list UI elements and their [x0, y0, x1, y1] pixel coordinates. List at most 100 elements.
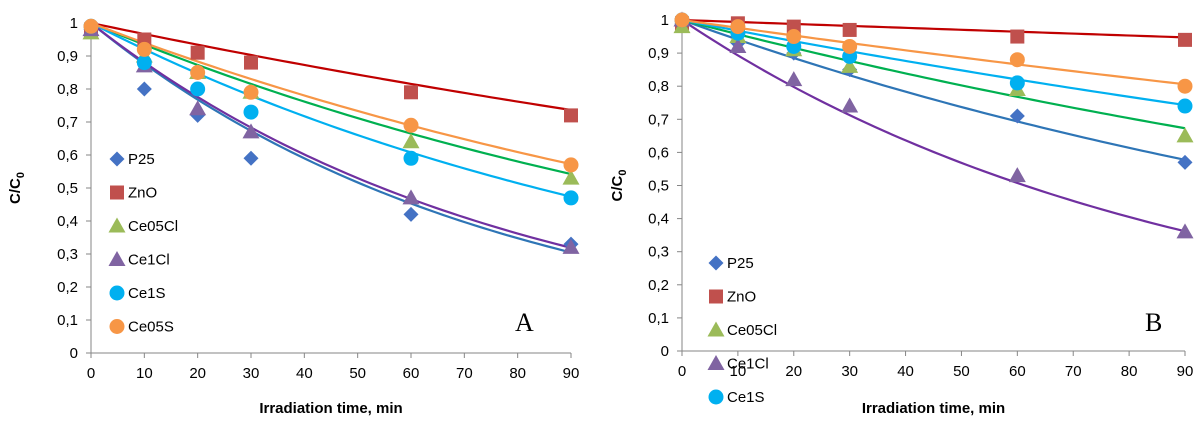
x-axis-title: Irradiation time, min: [862, 400, 1005, 417]
data-point-p25: [1177, 154, 1193, 170]
legend-item-zno: ZnO: [110, 185, 157, 202]
data-point-ce05s: [730, 19, 746, 35]
data-point-ce05cl: [841, 57, 859, 73]
legend-item-ce1cl: Ce1Cl: [108, 251, 170, 269]
legend-marker-ce05s: [109, 319, 125, 334]
legend-label-ce05cl: Ce05Cl: [727, 322, 777, 339]
data-point-ce05s: [786, 29, 802, 45]
data-point-ce1s: [403, 150, 419, 166]
trendline-ce1cl: [681, 19, 1186, 233]
data-point-zno: [244, 55, 258, 70]
legend-label-ce1s: Ce1S: [128, 285, 166, 302]
y-axis-title-main: C/C: [7, 178, 24, 204]
y-tick-label: 0,7: [648, 111, 669, 128]
legend-item-ce05cl: Ce05Cl: [108, 217, 178, 235]
x-tick-label: 40: [897, 363, 914, 380]
x-axis-title: Irradiation time, min: [259, 400, 402, 417]
data-point-ce05s: [190, 65, 206, 80]
y-axis-title-subscript: 0: [617, 170, 629, 176]
data-point-ce1cl: [562, 238, 580, 254]
y-tick-label: 0,5: [648, 178, 669, 195]
legend-marker-zno: [110, 185, 124, 200]
data-point-ce1s: [136, 55, 152, 71]
legend-marker-ce1s: [109, 285, 125, 301]
trendline-ce1s: [90, 22, 572, 198]
y-tick-label: 0,9: [57, 48, 78, 65]
x-tick-label: 80: [509, 365, 526, 382]
legend-item-zno: ZnO: [709, 289, 756, 306]
y-tick-label: 0,1: [648, 310, 669, 327]
legend-item-p25: P25: [708, 255, 754, 272]
data-point-ce05s: [83, 18, 99, 34]
data-point-ce1s: [190, 81, 206, 97]
legend-item-ce05cl: Ce05Cl: [707, 321, 777, 339]
x-tick-label: 50: [349, 365, 366, 382]
legend-label-ce1s: Ce1S: [727, 389, 765, 406]
x-tick-label: 60: [1009, 363, 1026, 380]
legend-marker-zno: [709, 289, 723, 304]
trendline-ce05cl: [90, 21, 572, 176]
data-point-ce05cl: [402, 133, 420, 149]
data-point-ce1cl: [402, 189, 420, 205]
x-tick-label: 40: [296, 365, 313, 382]
data-point-ce05s: [1177, 78, 1193, 94]
chart-panel-a: 0 10 20 30 40 50 60 70 80 9000,10,20,30,40,50,60,…: [7, 15, 580, 417]
x-tick-label: 20: [785, 363, 802, 380]
legend-marker-ce05cl: [108, 217, 126, 233]
panel-label: B: [1145, 308, 1162, 337]
data-point-ce1s: [563, 190, 579, 206]
legend-item-ce1cl: Ce1Cl: [707, 355, 769, 373]
data-point-ce05cl: [1176, 127, 1194, 143]
data-point-ce05s: [674, 12, 690, 28]
legend-label-ce1cl: Ce1Cl: [727, 356, 769, 373]
trendline-zno: [681, 18, 1186, 39]
data-point-ce05cl: [562, 169, 580, 185]
legend-label-ce05cl: Ce05Cl: [128, 218, 178, 235]
data-point-zno: [564, 108, 578, 123]
legend-item-p25: P25: [109, 151, 155, 168]
y-axis-title-subscript: 0: [15, 172, 27, 178]
x-tick-label: 20: [189, 365, 206, 382]
legend-label-p25: P25: [727, 255, 754, 272]
data-point-ce1cl: [242, 123, 260, 139]
legend-item-ce1s: Ce1S: [109, 285, 166, 302]
data-point-ce1s: [243, 104, 259, 120]
trendline-ce05s: [681, 18, 1186, 86]
data-point-zno: [842, 22, 857, 37]
legend-marker-p25: [708, 255, 724, 271]
y-tick-label: 1: [661, 12, 669, 29]
data-point-p25: [136, 81, 152, 97]
data-point-ce1cl: [1176, 223, 1194, 239]
data-point-ce1s: [1009, 75, 1025, 91]
x-tick-label: 70: [1065, 363, 1082, 380]
y-tick-label: 0,4: [648, 211, 669, 228]
y-axis-title-main: C/C: [609, 175, 626, 201]
x-tick-label: 80: [1121, 363, 1138, 380]
data-point-ce05s: [842, 38, 858, 54]
y-tick-label: 0: [661, 343, 669, 360]
y-tick-label: 0,3: [57, 246, 78, 263]
data-point-ce05s: [243, 84, 259, 100]
y-tick-label: 0,6: [57, 147, 78, 164]
data-point-ce1cl: [785, 71, 803, 87]
x-tick-label: 70: [456, 365, 473, 382]
y-tick-label: 0,8: [648, 78, 669, 95]
trendline-ce1cl: [90, 22, 572, 249]
x-tick-label: 30: [243, 365, 260, 382]
y-tick-label: 0,2: [648, 277, 669, 294]
y-tick-label: 0,1: [57, 312, 78, 329]
y-tick-label: 0,5: [57, 180, 78, 197]
y-tick-label: 0,9: [648, 45, 669, 62]
data-point-ce05s: [136, 41, 152, 57]
x-tick-label: 0: [678, 363, 686, 380]
legend-marker-ce1s: [708, 389, 724, 405]
legend-marker-ce1cl: [707, 355, 725, 370]
chart-panel-b: 0 10 20 30 40 50 60 70 80 9000,10,20,30,40,50,60,…: [609, 11, 1194, 417]
legend-marker-ce05cl: [707, 321, 725, 337]
legend-label-ce1cl: Ce1Cl: [128, 252, 170, 269]
legend-item-ce1s: Ce1S: [708, 389, 765, 406]
legend-label-zno: ZnO: [128, 185, 157, 202]
data-point-zno: [1010, 29, 1025, 44]
